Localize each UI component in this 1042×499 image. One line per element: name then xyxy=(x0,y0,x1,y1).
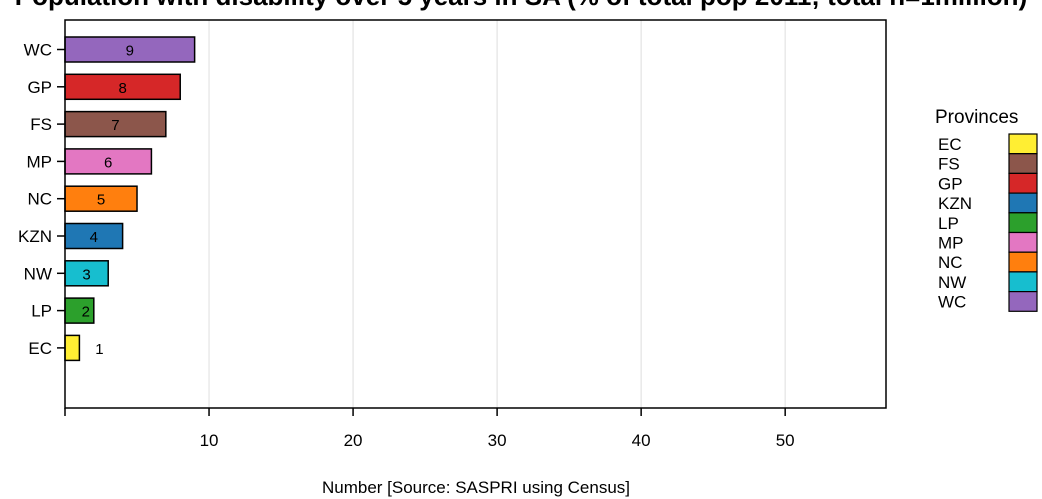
legend-swatch xyxy=(1008,231,1038,253)
grid xyxy=(208,20,786,408)
legend-swatch xyxy=(1008,291,1038,312)
x-tick-label: 30 xyxy=(488,431,507,450)
bar-fs xyxy=(64,110,167,138)
y-tick-label: MP xyxy=(27,152,53,171)
bar-nw xyxy=(64,260,109,287)
data-label: 2 xyxy=(82,304,90,321)
legend-label: NW xyxy=(938,273,966,292)
legend-label: MP xyxy=(938,234,964,253)
legend-item-kzn: KZN xyxy=(938,192,1038,214)
y-axis: WC GP FS MP NC KZN NW LP EC xyxy=(18,41,65,358)
legend-item-mp: MP xyxy=(938,231,1038,253)
legend-swatch xyxy=(1008,153,1038,174)
data-label: 8 xyxy=(118,80,126,97)
legend-label: FS xyxy=(938,155,960,174)
chart-title: Population with disability over 5 years … xyxy=(15,0,1027,11)
x-tick-label: 40 xyxy=(632,431,651,450)
x-axis-label: Number [Source: SASPRI using Census] xyxy=(322,478,630,497)
data-label: 3 xyxy=(82,266,90,283)
legend-swatch xyxy=(1008,133,1038,155)
x-tick-label: 10 xyxy=(200,431,219,450)
legend-item-ec: EC xyxy=(938,133,1038,155)
legend-label: LP xyxy=(938,214,959,233)
bar-kzn xyxy=(64,222,124,250)
legend-label: NC xyxy=(938,253,963,272)
y-tick-label: GP xyxy=(27,78,52,97)
legend-swatch xyxy=(1008,172,1038,194)
legend-label: EC xyxy=(938,135,962,154)
legend-item-lp: LP xyxy=(938,212,1038,234)
x-axis: 10 20 30 40 50 xyxy=(64,408,795,450)
data-label: 6 xyxy=(104,154,112,171)
legend-item-nc: NC xyxy=(938,251,1038,273)
legend-label: KZN xyxy=(938,194,972,213)
y-tick-label: LP xyxy=(31,302,52,321)
bar-nc xyxy=(64,185,138,212)
plot-frame xyxy=(64,19,887,409)
bar-ec xyxy=(64,334,81,362)
bars: 9 8 7 6 5 4 3 2 1 xyxy=(64,36,196,362)
legend-item-gp: GP xyxy=(938,172,1038,194)
data-label: 1 xyxy=(95,341,103,358)
y-tick-label: EC xyxy=(28,339,52,358)
legend-swatch xyxy=(1008,251,1038,273)
legend-label: WC xyxy=(938,293,966,312)
bar-mp xyxy=(64,148,153,175)
legend-swatch xyxy=(1008,212,1038,234)
bar-wc xyxy=(64,36,196,63)
y-tick-label: NC xyxy=(27,190,52,209)
data-label: 7 xyxy=(111,117,119,134)
y-tick-label: WC xyxy=(24,41,52,60)
x-tick-label: 50 xyxy=(776,431,795,450)
y-tick-label: KZN xyxy=(18,227,52,246)
legend-label: GP xyxy=(938,174,963,193)
y-tick-label: FS xyxy=(30,115,52,134)
legend-item-nw: NW xyxy=(938,271,1038,293)
legend-item-wc: WC xyxy=(938,291,1038,312)
data-label: 4 xyxy=(90,229,98,246)
legend-swatch xyxy=(1008,192,1038,214)
bar-lp xyxy=(64,297,95,324)
legend-item-fs: FS xyxy=(938,153,1038,174)
x-tick-label: 20 xyxy=(344,431,363,450)
y-tick-label: NW xyxy=(24,264,52,283)
data-label: 9 xyxy=(126,43,134,60)
legend-title: Provinces xyxy=(935,107,1018,128)
data-label: 5 xyxy=(97,192,105,209)
legend-swatch xyxy=(1008,271,1038,293)
